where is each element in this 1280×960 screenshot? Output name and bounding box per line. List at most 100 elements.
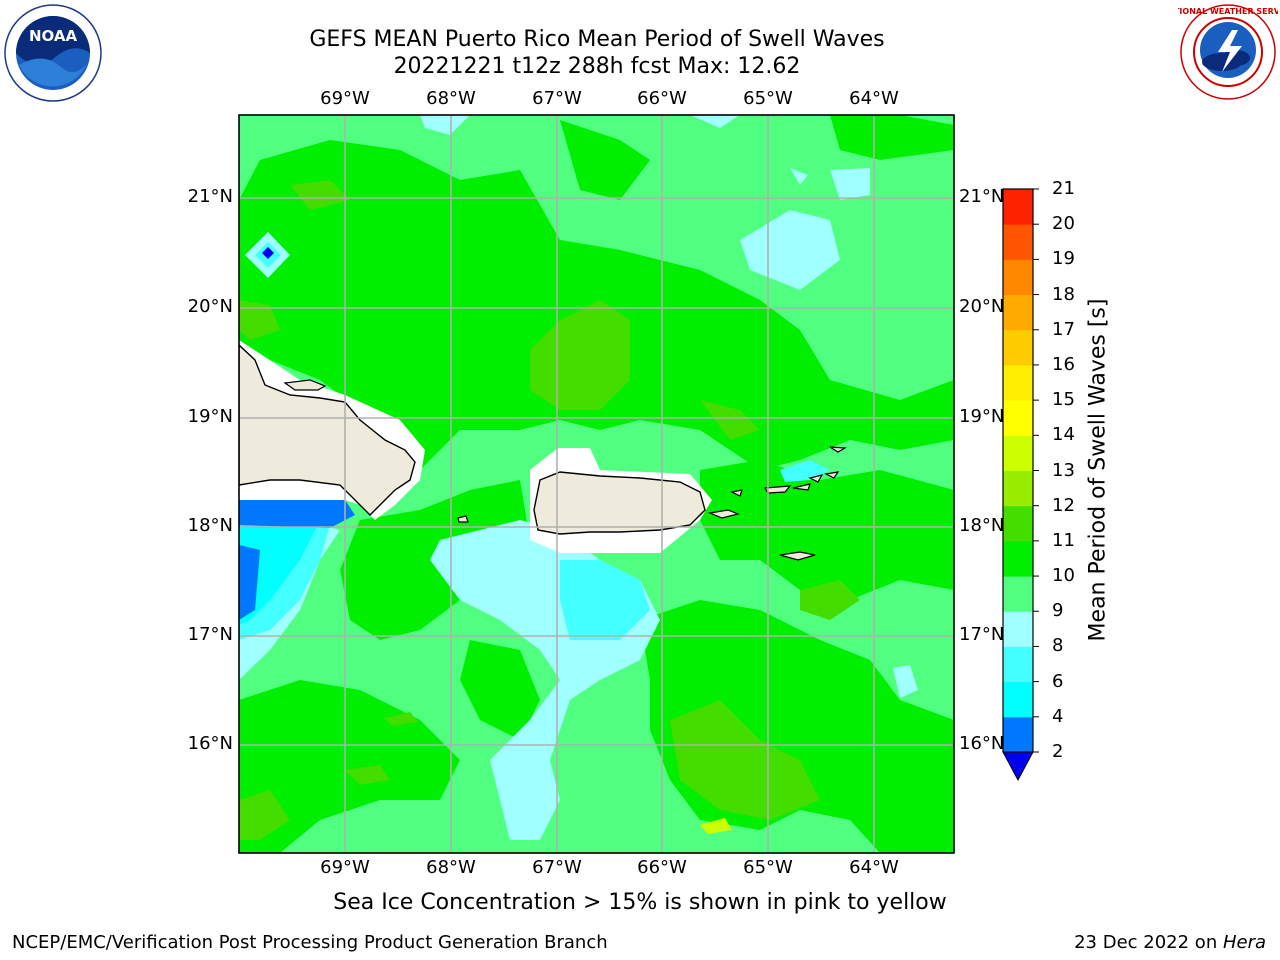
vieques-island <box>707 509 740 519</box>
colorbar-tick-label: 6 <box>1052 670 1064 692</box>
lat-label-right: 16°N <box>959 733 1005 754</box>
colorbar-segment <box>1003 716 1033 753</box>
field-13s-spot <box>700 818 732 834</box>
colorbar-segment <box>1003 576 1033 612</box>
colorbar-tick-label: 15 <box>1052 389 1075 411</box>
colorbar-segment <box>1003 435 1033 471</box>
footer-organization: NCEP/EMC/Verification Post Processing Pr… <box>12 932 608 953</box>
colorbar-tick-label: 18 <box>1052 283 1075 305</box>
colorbar-tick-label: 20 <box>1052 213 1075 235</box>
field-12s-nw <box>290 180 350 210</box>
colorbar-tick-label: 8 <box>1052 635 1064 657</box>
anegada-island <box>829 446 848 453</box>
colorbar-segment <box>1003 505 1033 542</box>
field-9s-ne2 <box>830 168 870 200</box>
field-11s-ne <box>830 115 954 160</box>
colorbar-segment <box>1003 611 1033 647</box>
st-croix-island <box>779 551 816 561</box>
colorbar <box>1002 188 1039 782</box>
colorbar-segment <box>1003 470 1033 507</box>
lon-label-bottom: 66°W <box>637 857 687 878</box>
sea-ice-note: Sea Ice Concentration > 15% is shown in … <box>333 890 947 915</box>
lon-label-bottom: 67°W <box>532 857 582 878</box>
footer-date: 23 Dec 2022 on Hera <box>1074 932 1266 953</box>
lat-label-right: 19°N <box>959 406 1005 427</box>
lat-label-left: 20°N <box>187 296 233 317</box>
colorbar-tick-label: 10 <box>1052 565 1075 587</box>
field-9s-ne <box>740 210 840 290</box>
field-12s-e1 <box>700 400 760 440</box>
colorbar-frame <box>1002 188 1034 753</box>
lon-label-top: 68°W <box>426 88 476 109</box>
lon-label-top: 65°W <box>743 88 793 109</box>
colorbar-tick-label: 14 <box>1052 424 1075 446</box>
field-12s-w <box>239 300 280 340</box>
colorbar-segment <box>1003 224 1033 260</box>
field-9s-se <box>893 665 918 698</box>
field-4s-sw2 <box>239 545 260 620</box>
colorbar-segment <box>1003 400 1033 436</box>
colorbar-segment <box>1003 681 1033 718</box>
lat-label-right: 20°N <box>959 296 1005 317</box>
lat-label-left: 19°N <box>187 406 233 427</box>
chart-title: GEFS MEAN Puerto Rico Mean Period of Swe… <box>309 27 885 52</box>
field-11s-east <box>700 460 954 600</box>
field-11s-top <box>560 120 650 200</box>
colorbar-segment <box>1003 364 1033 401</box>
field-12s-center <box>530 300 630 410</box>
field-9s-top2 <box>690 115 740 128</box>
lon-label-top: 64°W <box>849 88 899 109</box>
lon-label-top: 67°W <box>532 88 582 109</box>
field-12s-s2 <box>384 712 418 726</box>
chart-subtitle: 20221221 t12z 288h fcst Max: 12.62 <box>393 54 801 79</box>
colorbar-segment <box>1003 259 1033 296</box>
hispaniola-land <box>239 344 416 516</box>
virgin-gorda-island <box>824 471 840 479</box>
colorbar-tick-label: 21 <box>1052 178 1075 199</box>
lat-label-right: 21°N <box>959 186 1005 207</box>
colorbar-extend-arrow <box>1002 751 1034 782</box>
colorbar-segment <box>1003 646 1033 683</box>
noaa-logo: NOAA <box>3 3 103 103</box>
nws-logo: NATIONAL WEATHER SERVICE <box>1162 2 1280 102</box>
lon-label-top: 69°W <box>320 88 370 109</box>
lon-label-top: 66°W <box>637 88 687 109</box>
lat-label-right: 17°N <box>959 624 1005 645</box>
field-12s-se <box>670 700 820 820</box>
colorbar-segment <box>1003 329 1033 366</box>
colorbar-tick-label: 11 <box>1052 529 1075 551</box>
lat-label-left: 18°N <box>187 515 233 536</box>
colorbar-tick-label: 19 <box>1052 248 1075 270</box>
field-2s-nw <box>262 247 274 259</box>
colorbar-tick-label: 17 <box>1052 318 1075 340</box>
footer-date-text: 23 Dec 2022 on <box>1074 932 1223 953</box>
lat-label-left: 21°N <box>187 186 233 207</box>
map-frame <box>238 114 955 854</box>
tortuga-island <box>283 379 327 391</box>
footer-host: Hera <box>1222 932 1266 953</box>
field-12s-sw <box>239 790 290 840</box>
field-12s-s <box>345 765 390 785</box>
gridlines <box>239 115 954 853</box>
puerto-rico-land <box>533 471 706 535</box>
nws-ring-text: NATIONAL WEATHER SERVICE <box>1178 7 1278 16</box>
colorbar-tick-label: 2 <box>1052 741 1064 762</box>
lon-label-bottom: 64°W <box>849 857 899 878</box>
culebra-island <box>730 489 743 497</box>
field-11s-mid <box>460 640 540 740</box>
field-12s-e2 <box>800 580 860 620</box>
lat-label-right: 18°N <box>959 515 1005 536</box>
field-9s-ne3 <box>790 168 808 185</box>
colorbar-segment <box>1003 189 1033 225</box>
lat-label-left: 16°N <box>187 733 233 754</box>
field-6s-sw <box>239 520 320 625</box>
svg-text:NOAA: NOAA <box>29 27 78 45</box>
colorbar-tick-label: 12 <box>1052 494 1075 516</box>
colorbar-tick-label: 4 <box>1052 705 1064 727</box>
st-thomas-island <box>763 485 792 494</box>
st-john-island <box>792 483 811 491</box>
field-9s-top <box>420 115 470 135</box>
tortola-island <box>808 474 824 483</box>
colorbar-tick-label: 13 <box>1052 459 1075 481</box>
